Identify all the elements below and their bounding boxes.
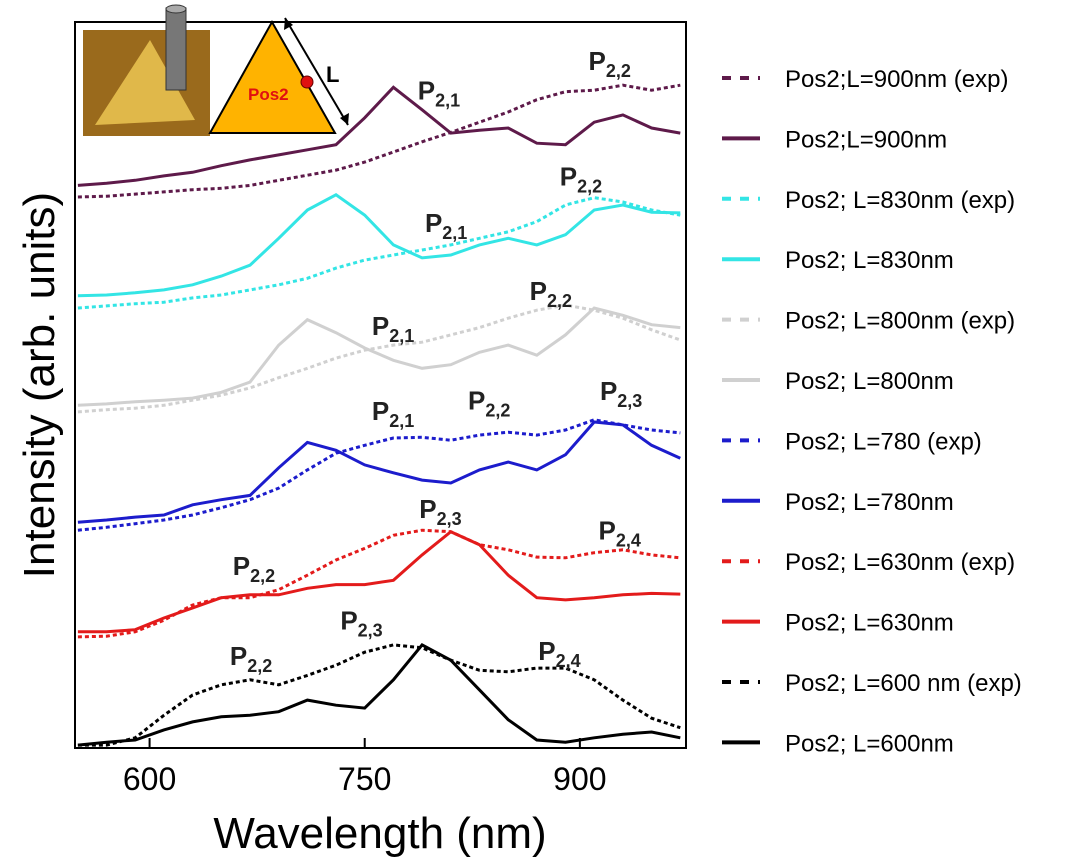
legend-label: Pos2; L=800nm (exp) [785,308,1015,335]
peak-annotation: P2,3 [340,606,382,641]
peak-annotation: P2,2 [560,161,602,196]
peak-annotation: P2,2 [588,46,630,81]
series-line [77,196,681,310]
annotation-subscript: 2,2 [606,61,631,81]
length-arrow [284,17,349,126]
legend-label: Pos2;L=900nm (exp) [785,66,1008,93]
afm-tip [165,7,187,91]
peak-annotation: P2,3 [600,376,642,411]
legend-label: Pos2; L=800nm [785,368,954,395]
series-line [77,83,681,199]
annotation-text: P [419,494,436,524]
series-line [77,529,681,634]
x-tick-label: 750 [338,761,391,797]
annotation-text: P [468,386,485,416]
legend-label: Pos2; L=600nm [785,730,954,757]
series-line [77,642,681,747]
position-dot [300,75,314,89]
triangle-diagram [208,19,337,134]
annotation-text: P [530,276,547,306]
peak-annotation: P2,1 [372,311,414,346]
peak-annotation: P2,3 [419,494,461,529]
peak-annotation: P2,4 [538,636,580,671]
peak-annotation: P2,1 [425,208,467,243]
annotation-text: P [588,46,605,76]
annotation-text: P [538,636,555,666]
annotation-subscript: 2,2 [247,656,272,676]
annotation-subscript: 2,2 [547,291,572,311]
annotation-subscript: 2,2 [577,176,602,196]
legend-label: Pos2; L=780nm [785,489,954,516]
annotation-text: P [230,641,247,671]
series-line [77,643,681,747]
legend-label: Pos2; L=830nm (exp) [785,187,1015,214]
legend-label: Pos2;L=900nm [785,126,947,153]
legend-label: Pos2; L=600 nm (exp) [785,670,1022,697]
annotation-subscript: 2,3 [437,509,462,529]
legend-label: Pos2; L=830nm [785,247,954,274]
annotation-text: P [372,311,389,341]
annotation-text: P [340,606,357,636]
x-tick-label: 900 [553,761,606,797]
annotation-text: P [418,76,435,106]
annotation-text: P [425,208,442,238]
legend-label: Pos2; L=780 (exp) [785,428,982,455]
annotation-text: P [600,376,617,406]
annotation-text: P [372,396,389,426]
peak-annotation: P2,1 [418,76,460,111]
annotation-subscript: 2,1 [389,411,414,431]
afm-triangle [95,40,195,125]
afm-tip-top [165,4,187,14]
annotation-subscript: 2,3 [617,391,642,411]
peak-annotation: P2,2 [468,386,510,421]
annotation-text: P [599,516,616,546]
x-tick-label: 600 [123,761,176,797]
series-line [77,528,681,639]
legend-label: Pos2; L=630nm (exp) [785,549,1015,576]
series-line [77,85,681,187]
annotation-subscript: 2,4 [556,651,581,671]
annotation-subscript: 2,3 [358,621,383,641]
length-label: L [326,62,339,87]
peak-annotation: P2,2 [233,551,275,586]
peak-annotation: P2,4 [599,516,641,551]
series-line [77,193,681,298]
annotation-subscript: 2,2 [485,401,510,421]
annotation-text: P [233,551,250,581]
peak-annotation: P2,1 [372,396,414,431]
position-label: Pos2 [248,85,289,104]
annotation-subscript: 2,1 [435,91,460,111]
y-axis-label: Intensity (arb. units) [15,192,64,578]
annotation-subscript: 2,4 [616,531,641,551]
arrow-head [284,18,293,30]
annotation-subscript: 2,2 [250,566,275,586]
series-line [77,306,681,407]
inset: Pos2 L [83,4,349,136]
peak-annotation: P2,2 [230,641,272,676]
plot-frame [74,21,687,749]
legend-label: Pos2; L=630nm [785,610,954,637]
series-line [77,303,681,414]
series-line [77,418,681,532]
annotation-text: P [560,161,577,191]
annotation-subscript: 2,1 [442,223,467,243]
x-axis-label: Wavelength (nm) [213,809,546,858]
series-line [77,420,681,524]
annotation-subscript: 2,1 [389,326,414,346]
arrow-head [340,113,349,125]
peak-annotation: P2,2 [530,276,572,311]
